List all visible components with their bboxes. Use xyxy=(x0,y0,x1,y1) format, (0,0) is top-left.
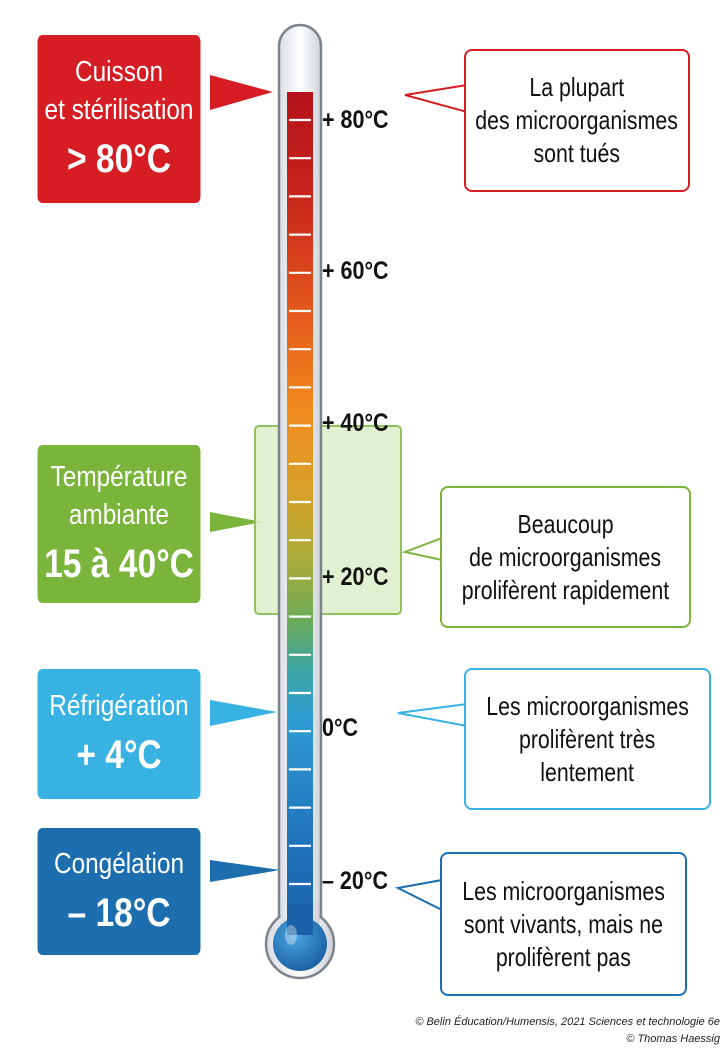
pointer-ambient xyxy=(210,512,262,532)
thermometer-ticks xyxy=(289,118,311,886)
scale-label-0: 0°C xyxy=(322,714,359,742)
credit-illustrator: © Thomas Haessig xyxy=(626,1033,720,1045)
zone-value: 15 à 40°C xyxy=(44,542,194,586)
desc-box-killed: La plupart des microorganismes sont tués xyxy=(464,49,690,192)
zone-title: ambiante xyxy=(68,499,170,531)
pointer-rapid xyxy=(401,536,443,562)
thermometer-bulb-liquid xyxy=(273,917,327,971)
zone-title: Cuisson xyxy=(74,56,164,88)
desc-line: des microorganismes xyxy=(475,105,679,135)
zone-value: – 18°C xyxy=(67,890,171,935)
desc-box-dormant: Les microorganismes sont vivants, mais n… xyxy=(440,852,687,996)
desc-box-slow: Les microorganismes prolifèrent très len… xyxy=(464,668,711,810)
desc-box-rapid: Beaucoup de microorganismes prolifèrent … xyxy=(440,486,691,628)
scale-label-minus20: – 20°C xyxy=(322,867,388,895)
desc-line: prolifèrent rapidement xyxy=(461,574,670,605)
desc-line: Les microorganismes xyxy=(486,690,689,721)
zone-title: Réfrigération xyxy=(49,690,189,722)
pointer-freezer xyxy=(210,860,280,882)
desc-line: prolifèrent pas xyxy=(495,941,632,972)
desc-line: lentement xyxy=(540,756,635,787)
desc-line: Beaucoup xyxy=(517,508,614,539)
desc-line: sont tués xyxy=(533,138,621,168)
zone-value: + 4°C xyxy=(76,733,162,777)
zone-box-cooking: Cuisson et stérilisation > 80°C xyxy=(37,35,201,203)
credit-publisher: © Belin Éducation/Humensis, 2021 Science… xyxy=(415,1016,720,1028)
scale-label-60: + 60°C xyxy=(322,257,389,285)
desc-line: sont vivants, mais ne xyxy=(463,908,664,939)
desc-line: de microorganismes xyxy=(469,541,662,572)
pointer-fridge xyxy=(210,700,277,726)
scale-label-20: + 20°C xyxy=(322,563,389,591)
thermometer-liquid xyxy=(287,92,313,927)
pointer-cooking xyxy=(210,75,273,110)
scale-label-40: + 40°C xyxy=(322,409,389,437)
zone-title: Température xyxy=(50,461,188,493)
zone-title: Congélation xyxy=(53,847,185,880)
zone-box-ambient: Température ambiante 15 à 40°C xyxy=(37,445,201,603)
scale-label-80: + 80°C xyxy=(322,106,389,134)
desc-line: prolifèrent très xyxy=(519,723,656,754)
zone-box-freezer: Congélation – 18°C xyxy=(37,828,201,955)
zone-value: > 80°C xyxy=(66,137,172,181)
desc-line: Les microorganismes xyxy=(462,875,665,906)
zone-title: et stérilisation xyxy=(44,94,194,126)
desc-line: La plupart xyxy=(529,72,625,102)
zone-box-fridge: Réfrigération + 4°C xyxy=(37,669,201,799)
pointer-dormant xyxy=(394,878,443,912)
pointer-slow xyxy=(397,702,468,728)
pointer-killed xyxy=(404,83,468,114)
